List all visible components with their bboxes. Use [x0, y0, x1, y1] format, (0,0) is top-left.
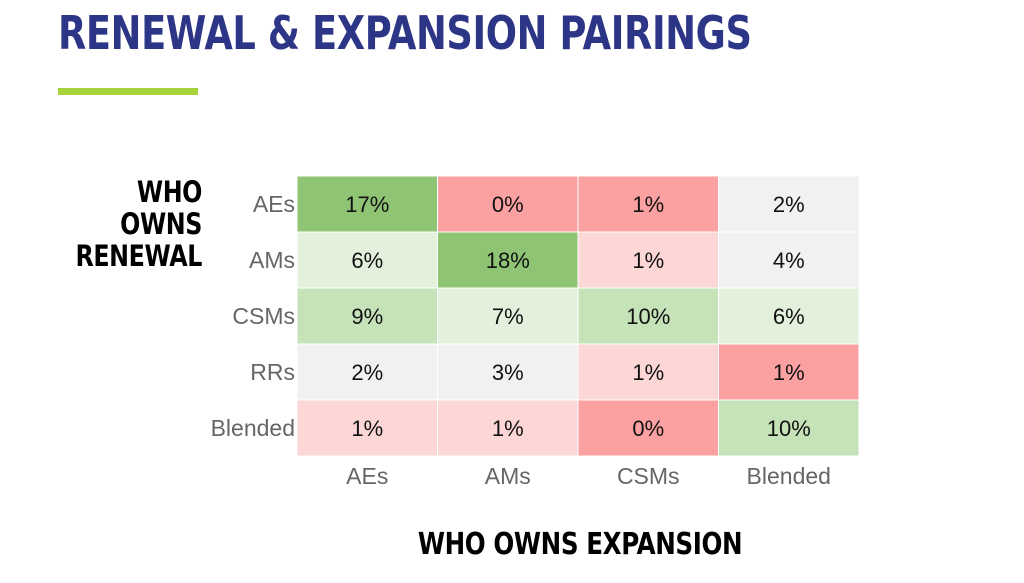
cell-value-label: 0% — [492, 192, 524, 217]
heatmap-cell — [297, 344, 437, 400]
title-accent-bar — [58, 88, 198, 95]
row-tick-label: Blended — [211, 415, 295, 441]
cell-value-label: 0% — [632, 416, 664, 441]
row-tick-label: CSMs — [232, 303, 295, 329]
cell-value-label: 6% — [351, 248, 383, 273]
column-tick-label: AMs — [485, 463, 531, 489]
cell-value-label: 6% — [773, 304, 805, 329]
heatmap-cell — [438, 400, 578, 456]
cell-value-label: 10% — [767, 416, 811, 441]
heatmap-cell — [297, 232, 437, 288]
cell-value-label: 1% — [632, 248, 664, 273]
y-axis-title: WHO OWNS RENEWAL — [75, 175, 202, 273]
heatmap-cell — [719, 344, 859, 400]
heatmap-cell — [719, 400, 859, 456]
heatmap-cell — [578, 344, 718, 400]
column-tick-label: AEs — [346, 463, 388, 489]
x-axis-title: WHO OWNS EXPANSION — [417, 527, 743, 562]
cell-value-label: 9% — [351, 304, 383, 329]
cell-value-label: 10% — [626, 304, 670, 329]
cell-value-label: 2% — [351, 360, 383, 385]
cell-value-label: 3% — [492, 360, 524, 385]
column-tick-label: CSMs — [617, 463, 680, 489]
heatmap-cell — [297, 288, 437, 344]
cell-value-label: 4% — [773, 248, 805, 273]
heatmap-cell — [719, 232, 859, 288]
heatmap-cell — [438, 344, 578, 400]
cell-value-label: 1% — [632, 192, 664, 217]
cell-value-label: 7% — [492, 304, 524, 329]
row-tick-label: AMs — [249, 247, 295, 273]
heatmap-cell — [578, 288, 718, 344]
cell-value-label: 17% — [345, 192, 389, 217]
row-tick-label: RRs — [250, 359, 295, 385]
heatmap-cell — [578, 400, 718, 456]
heatmap-cell — [297, 400, 437, 456]
column-tick-label: Blended — [747, 463, 831, 489]
heatmap-cell — [438, 232, 578, 288]
heatmap-cell — [719, 288, 859, 344]
cell-value-label: 2% — [773, 192, 805, 217]
row-tick-label: AEs — [253, 191, 295, 217]
heatmap-cell — [438, 176, 578, 232]
heatmap-cell — [578, 232, 718, 288]
cell-value-label: 1% — [773, 360, 805, 385]
heatmap-cell — [297, 176, 437, 232]
cell-value-label: 18% — [486, 248, 530, 273]
heatmap-cell — [719, 176, 859, 232]
page-title: RENEWAL & EXPANSION PAIRINGS — [58, 6, 752, 60]
cell-value-label: 1% — [492, 416, 524, 441]
cell-value-label: 1% — [632, 360, 664, 385]
cell-value-label: 1% — [351, 416, 383, 441]
heatmap-cell — [438, 288, 578, 344]
heatmap-cell — [578, 176, 718, 232]
